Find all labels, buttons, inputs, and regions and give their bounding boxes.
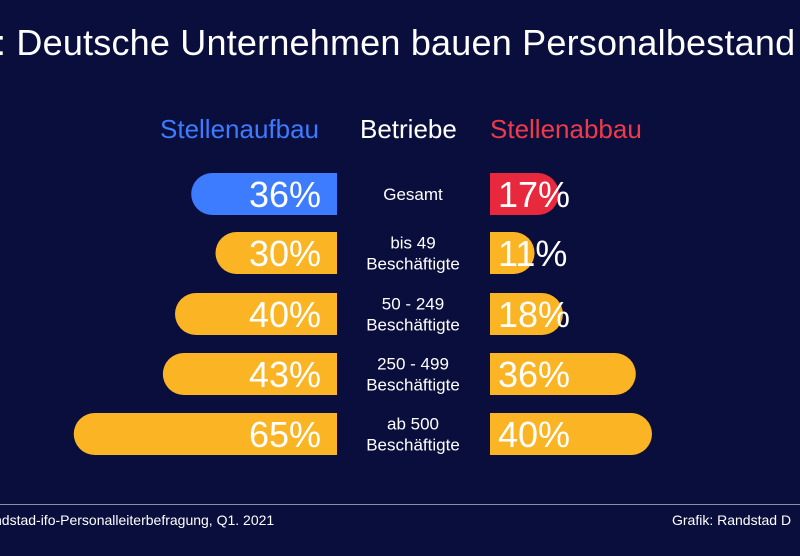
category-label-bis-49-besch-ftigte-line1: bis 49 bbox=[390, 234, 435, 253]
bar-stellenaufbau-bis-49-besch-ftigte bbox=[215, 232, 337, 274]
value-label-stellenaufbau-bis-49-besch-ftigte: 30% bbox=[249, 233, 321, 274]
category-label-bis-49-besch-ftigte-line2: Beschäftigte bbox=[366, 255, 460, 274]
value-label-stellenaufbau-250-499-besch-ftigte: 43% bbox=[249, 354, 321, 395]
category-label-50-249-besch-ftigte-line1: 50 - 249 bbox=[382, 295, 444, 314]
footer-divider bbox=[0, 504, 800, 505]
bar-stellenaufbau-gesamt bbox=[191, 173, 337, 215]
bar-stellenaufbau-ab-500-besch-ftigte bbox=[73, 413, 337, 455]
value-label-stellenaufbau-50-249-besch-ftigte: 40% bbox=[249, 294, 321, 335]
header-stellenaufbau: Stellenaufbau bbox=[160, 114, 320, 144]
category-label-250-499-besch-ftigte-line2: Beschäftigte bbox=[366, 376, 460, 395]
value-label-stellenabbau-50-249-besch-ftigte: 18% bbox=[498, 294, 570, 335]
bar-stellenabbau-ab-500-besch-ftigte bbox=[490, 413, 652, 455]
bar-stellenabbau-gesamt bbox=[490, 173, 559, 215]
category-label-50-249-besch-ftigte-line2: Beschäftigte bbox=[366, 316, 460, 335]
bar-stellenaufbau-50-249-besch-ftigte bbox=[175, 293, 337, 335]
bar-stellenabbau-50-249-besch-ftigte bbox=[490, 293, 563, 335]
footer-credit: Grafik: Randstad D bbox=[672, 512, 792, 528]
footer-source: ndstad-ifo-Personalleiterbefragung, Q1. … bbox=[0, 512, 275, 528]
value-label-stellenabbau-ab-500-besch-ftigte: 40% bbox=[498, 414, 570, 455]
value-label-stellenabbau-gesamt: 17% bbox=[498, 174, 570, 215]
category-label-ab-500-besch-ftigte-line1: ab 500 bbox=[387, 415, 439, 434]
header-betriebe: Betriebe bbox=[360, 114, 457, 144]
value-label-stellenabbau-bis-49-besch-ftigte: 11% bbox=[498, 233, 567, 274]
value-label-stellenaufbau-gesamt: 36% bbox=[249, 174, 321, 215]
chart-title: : Deutsche Unternehmen bauen Personalbes… bbox=[0, 22, 796, 63]
bar-stellenabbau-250-499-besch-ftigte bbox=[490, 353, 636, 395]
category-label-ab-500-besch-ftigte-line2: Beschäftigte bbox=[366, 436, 460, 455]
category-label-250-499-besch-ftigte-line1: 250 - 499 bbox=[377, 355, 449, 374]
bar-stellenaufbau-250-499-besch-ftigte bbox=[162, 353, 337, 395]
header-stellenabbau: Stellenabbau bbox=[490, 114, 642, 144]
value-label-stellenabbau-250-499-besch-ftigte: 36% bbox=[498, 354, 570, 395]
category-label-gesamt-line1: Gesamt bbox=[383, 185, 443, 204]
value-label-stellenaufbau-ab-500-besch-ftigte: 65% bbox=[249, 414, 321, 455]
bar-stellenabbau-bis-49-besch-ftigte bbox=[490, 232, 535, 274]
